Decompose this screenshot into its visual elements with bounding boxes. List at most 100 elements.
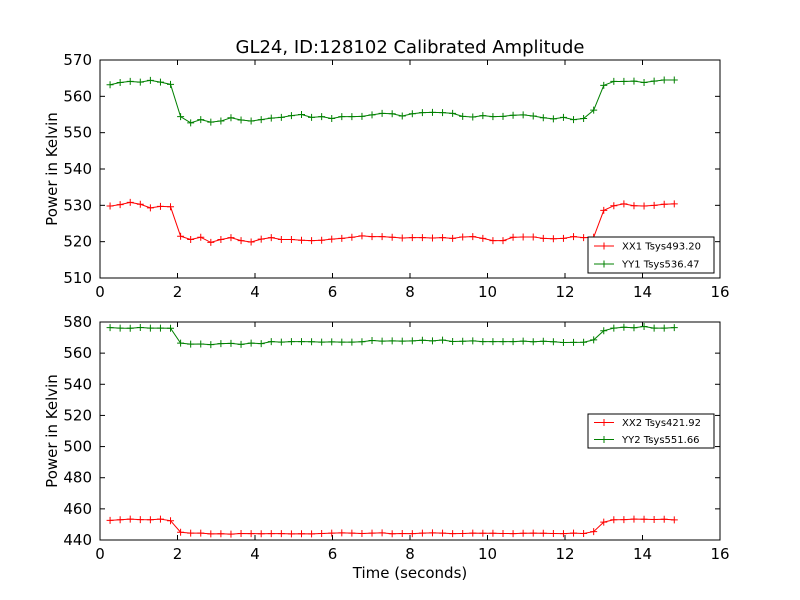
chart-1-series-2-point — [167, 80, 175, 88]
chart-1-series-2-point — [428, 108, 436, 116]
chart-2-series-1-point — [156, 515, 164, 523]
chart-1-series-1-point — [277, 235, 285, 243]
chart-1-series-1-point — [287, 235, 295, 243]
chart-1-series-1-point — [227, 234, 235, 242]
chart-1-series-1-point — [126, 198, 134, 206]
chart-2-series-2-point — [428, 337, 436, 345]
chart-1-series-1-point — [650, 201, 658, 209]
chart-1-legend-label: XX1 Tsys493.20 — [622, 242, 701, 253]
chart-2-series-1-point — [398, 529, 406, 537]
chart-1-series-2-point — [277, 113, 285, 121]
chart-1-legend-label: YY1 Tsys536.47 — [621, 260, 700, 271]
chart-2-series-1-point — [610, 516, 618, 524]
chart-1-series-2-point — [610, 77, 618, 85]
chart-1-series-1-point — [328, 235, 336, 243]
chart-2-y-tick-label: 460 — [63, 500, 92, 518]
chart-1-series-1-point — [509, 233, 517, 241]
chart-2-series-2-point — [509, 338, 517, 346]
chart-2-legend-box — [587, 413, 715, 449]
chart-2-series-1-point — [126, 515, 134, 523]
chart-1-series-2-point — [247, 117, 255, 125]
chart-2-series-2-point — [348, 338, 356, 346]
chart-1-series-1-point — [177, 232, 185, 240]
chart-1-series-1-point — [559, 234, 567, 242]
chart-1-series-1-point — [318, 236, 326, 244]
chart-2-series-2-point — [308, 338, 316, 346]
chart-2-series-2-point — [207, 341, 215, 349]
chart-1-y-tick-label: 530 — [63, 196, 92, 214]
chart-2-legend-marker — [600, 436, 608, 443]
chart-1-series-2-point — [489, 113, 497, 121]
chart-1-series-2-point — [338, 113, 346, 121]
chart-1-series-2-point — [227, 114, 235, 122]
chart-1-series-1-point — [136, 200, 144, 208]
chart-1-series-2-point — [539, 114, 547, 122]
chart-1-series-2-point — [590, 106, 598, 114]
chart-1-series-2-point — [559, 113, 567, 121]
chart-1-series-2-point — [328, 114, 336, 122]
chart-1-series-2-point — [469, 113, 477, 121]
chart-2-series-1-point — [247, 530, 255, 538]
chart-1-series-1-point — [620, 200, 628, 208]
chart-1-y-tick-label: 510 — [63, 269, 92, 287]
chart-2-series-1-point — [267, 530, 275, 538]
chart-1-series-2-point — [439, 109, 447, 117]
chart-1-series-1-point — [630, 202, 638, 210]
chart-2-series-2-point — [590, 336, 598, 344]
chart-2-y-tick-label: 560 — [63, 344, 92, 362]
chart-1-y-tick-label: 520 — [63, 233, 92, 251]
chart-2-series-1-point — [328, 529, 336, 537]
chart-1-series-2-point — [479, 112, 487, 120]
chart-1-series-2-point — [660, 76, 668, 84]
chart-1-series-1-point — [479, 234, 487, 242]
chart-1-series-1-point — [187, 235, 195, 243]
chart-2-series-2-point — [408, 337, 416, 345]
chart-1-series-2-point — [136, 78, 144, 86]
chart-2-series-1-point — [660, 515, 668, 523]
chart-1-series-1-point — [106, 202, 114, 210]
chart-2-series-2-point — [398, 337, 406, 345]
chart-1-series-2-point — [398, 112, 406, 120]
chart-2-series-1-point — [449, 530, 457, 538]
chart-2-series-2-point — [479, 338, 487, 346]
chart-2-series-2-point — [418, 336, 426, 344]
chart-1-series-1-point — [156, 202, 164, 210]
chart-1-series-1-point — [358, 232, 366, 240]
chart-1-x-tick-label: 2 — [173, 283, 183, 301]
chart-1-series-2-point — [207, 118, 215, 126]
chart-2-series-2-point — [277, 338, 285, 346]
chart-1-x-tick-label: 0 — [95, 283, 105, 301]
chart-1-series-2-point — [418, 109, 426, 117]
chart-1-y-tick-label: 550 — [63, 124, 92, 142]
chart-2-series-1-point — [539, 529, 547, 537]
chart-2-series-2-point — [539, 337, 547, 345]
chart-2-x-tick-label: 4 — [250, 545, 260, 563]
chart-1-title: GL24, ID:128102 Calibrated Amplitude — [236, 37, 585, 58]
chart-1-series-2-point — [580, 114, 588, 122]
chart-2-series-1-point — [529, 529, 537, 537]
chart-2-x-tick-label: 14 — [633, 545, 652, 563]
chart-1-series-2-point — [106, 81, 114, 89]
chart-1-series-1-point — [640, 202, 648, 210]
chart-2-series-2-point — [660, 324, 668, 332]
chart-2-series-1-point — [439, 529, 447, 537]
chart-1-series-2-point — [298, 111, 305, 118]
chart-2-series-1-point — [287, 530, 295, 538]
chart-2-panel: 0 2 4 6 8 10 12 14 16 440 460 480 500 520 540 560 580 Pow… — [43, 313, 730, 582]
chart-2-series-2-point — [570, 338, 578, 346]
chart-2-series-1-point — [459, 529, 467, 537]
chart-1-x-tick-label: 10 — [478, 283, 497, 301]
chart-1-series-1-point — [338, 234, 346, 242]
chart-1-series-2-point — [388, 110, 396, 118]
chart-2-series-1-point — [600, 518, 608, 526]
chart-2-series-1-point — [570, 529, 578, 537]
chart-2-series-1-point — [318, 529, 326, 537]
chart-2-series-1-point — [368, 529, 376, 537]
chart-2-series-1-point — [116, 516, 124, 524]
chart-1-series-1-point — [207, 238, 215, 246]
chart-2-y-tick-label: 580 — [63, 313, 92, 331]
chart-2-series-1-point — [519, 529, 527, 537]
chart-1-series-2-point — [368, 111, 376, 119]
chart-2-series-1-point — [227, 530, 235, 538]
